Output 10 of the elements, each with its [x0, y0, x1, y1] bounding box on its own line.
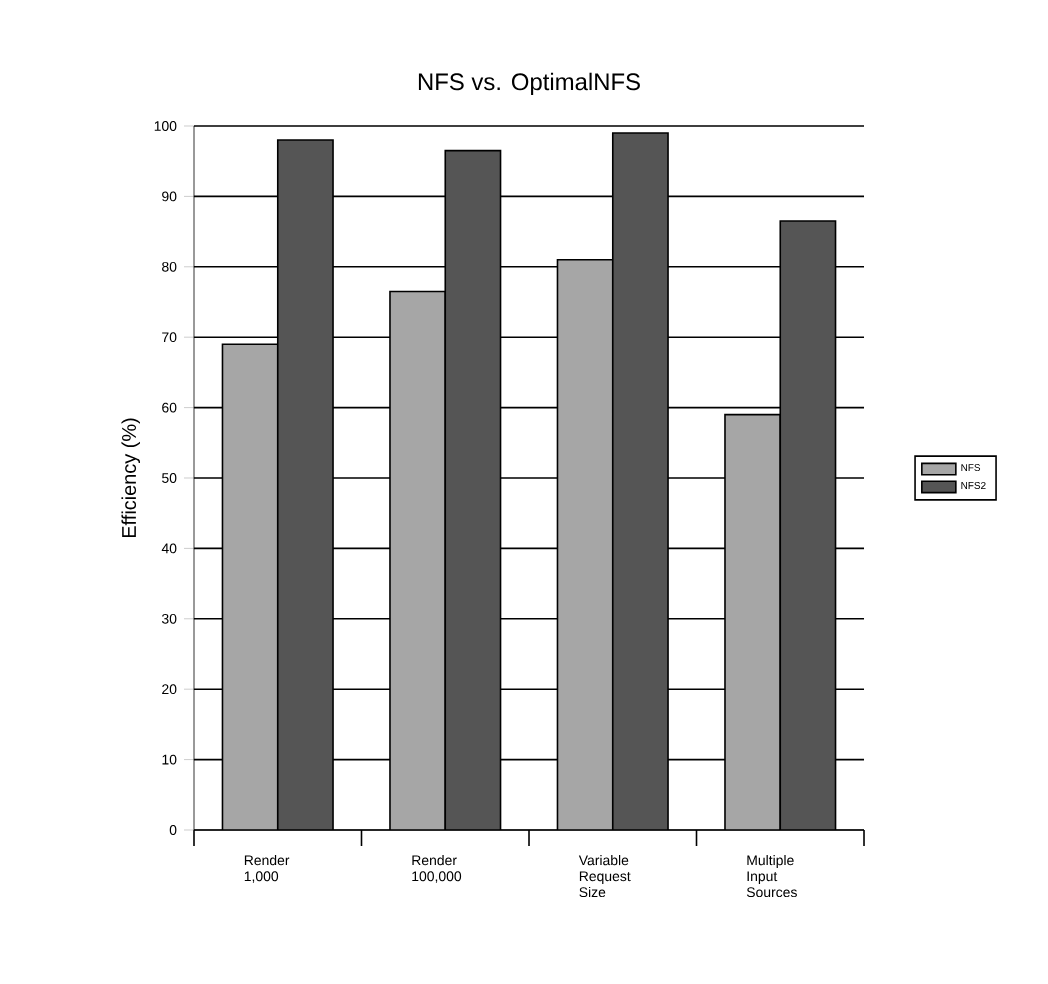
chart-title: NFS vs. OptimalNFS	[418, 72, 640, 95]
bar	[611, 132, 669, 830]
bar	[444, 149, 502, 830]
bar	[276, 139, 334, 830]
bar	[556, 258, 614, 830]
y-axis-title: Efficiency (%)	[121, 418, 140, 538]
bar	[389, 290, 447, 830]
bar	[779, 220, 837, 830]
bar	[724, 413, 782, 830]
bar	[221, 343, 279, 830]
